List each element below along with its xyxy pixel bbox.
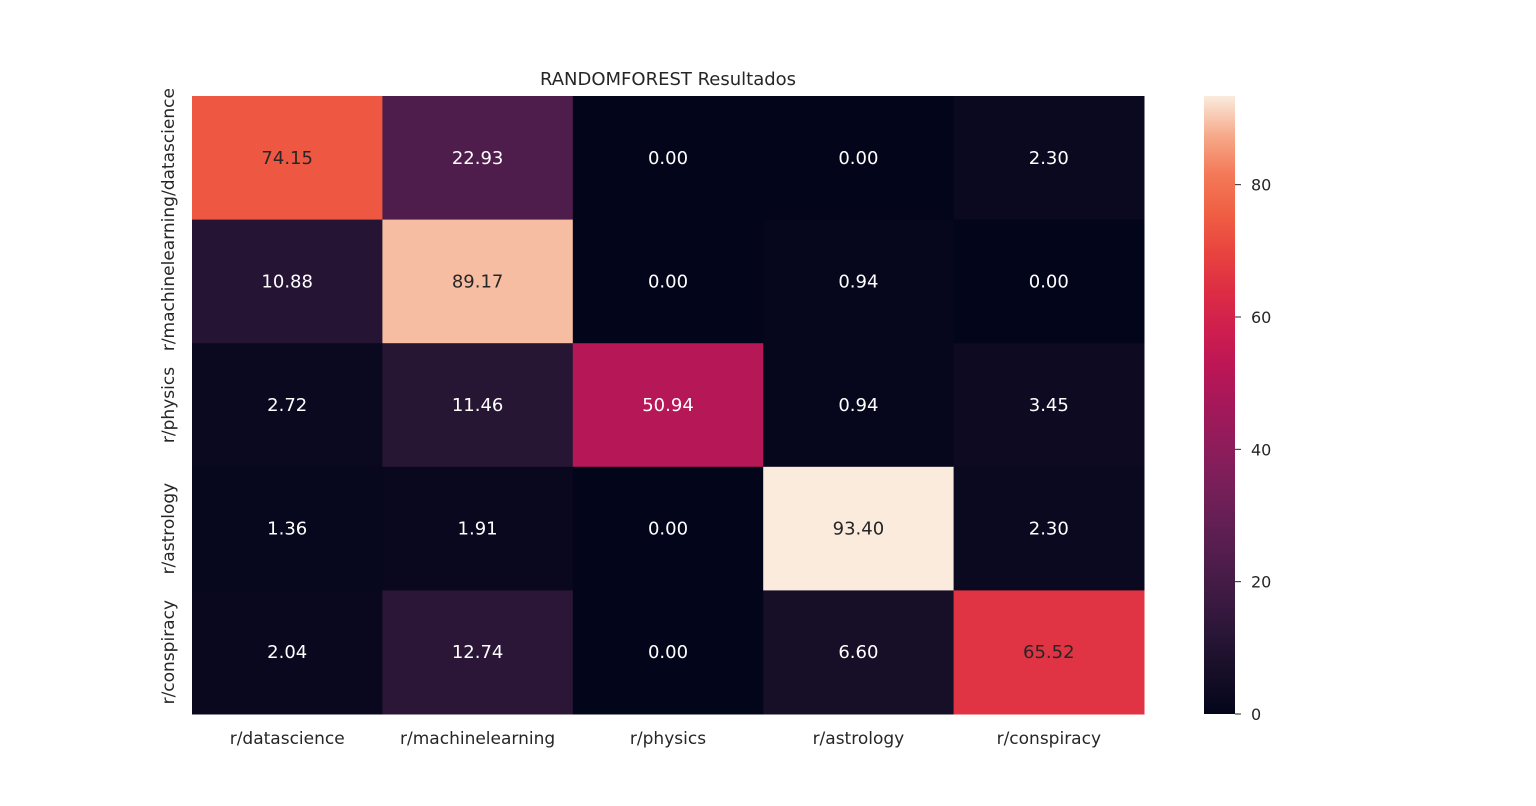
heatmap-cell-label-r0-c0: 74.15 <box>261 148 313 169</box>
heatmap-cells <box>192 96 1145 715</box>
x-axis-tick-labels: r/datascience r/machinelearning r/physics r… <box>230 729 1101 749</box>
heatmap-cell-r0-c0 <box>192 96 383 221</box>
heatmap-cell-r2-c1 <box>382 343 574 468</box>
heatmap-cell-r4-c0 <box>192 590 383 715</box>
heatmap-cell-r3-c0 <box>192 466 383 591</box>
heatmap-cell-label-r4-c3: 6.60 <box>838 642 878 663</box>
heatmap-cell-r2-c4 <box>953 343 1145 468</box>
heatmap-cell-label-r1-c1: 89.17 <box>452 271 504 292</box>
heatmap-cell-r2-c0 <box>192 343 383 468</box>
x-tick-label-2: r/physics <box>630 729 706 749</box>
colorbar-tick-label-4: 80 <box>1251 176 1271 195</box>
colorbar-tick-label-2: 40 <box>1251 440 1271 459</box>
y-tick-label-0: r/machinelearning/datascience <box>159 88 179 351</box>
heatmap-cell-r3-c2 <box>572 466 764 591</box>
colorbar-tick-label-1: 20 <box>1251 573 1271 592</box>
heatmap-cell-label-r2-c1: 11.46 <box>452 395 504 416</box>
heatmap-cell-label-r3-c2: 0.00 <box>648 519 688 540</box>
colorbar-tick-label-3: 60 <box>1251 308 1271 327</box>
heatmap-cell-r3-c1 <box>382 466 574 591</box>
heatmap-cell-label-r1-c3: 0.94 <box>838 271 878 292</box>
heatmap-cell-r1-c1 <box>382 219 574 344</box>
heatmap-cell-r4-c2 <box>572 590 764 715</box>
heatmap-cell-label-r2-c3: 0.94 <box>838 395 878 416</box>
chart-title: RANDOMFOREST Resultados <box>540 69 796 90</box>
x-tick-label-4: r/conspiracy <box>997 729 1101 749</box>
heatmap-cell-r1-c4 <box>953 219 1145 344</box>
heatmap-cell-label-r4-c1: 12.74 <box>452 642 504 663</box>
heatmap-cell-label-r0-c3: 0.00 <box>838 148 878 169</box>
heatmap-cell-r3-c3 <box>763 466 955 591</box>
y-tick-label-1: r/physics <box>159 367 179 443</box>
heatmap-cell-r2-c2 <box>572 343 764 468</box>
heatmap-cell-r4-c1 <box>382 590 574 715</box>
heatmap-cell-r3-c4 <box>953 466 1145 591</box>
heatmap-cell-label-r0-c4: 2.30 <box>1029 148 1069 169</box>
heatmap-cell-label-r4-c2: 0.00 <box>648 642 688 663</box>
heatmap-cell-r4-c3 <box>763 590 955 715</box>
y-tick-label-3: r/conspiracy <box>159 600 179 704</box>
heatmap-cell-label-r3-c1: 1.91 <box>458 519 498 540</box>
colorbar-gradient <box>1204 96 1235 714</box>
x-tick-label-1: r/machinelearning <box>400 729 555 749</box>
y-tick-label-2: r/astrology <box>159 483 179 575</box>
x-tick-label-3: r/astrology <box>813 729 905 749</box>
heatmap-cell-r0-c3 <box>763 96 955 221</box>
heatmap-cell-r1-c3 <box>763 219 955 344</box>
heatmap-cell-label-r1-c2: 0.00 <box>648 271 688 292</box>
heatmap-cell-r0-c2 <box>572 96 764 221</box>
heatmap-cell-label-r3-c4: 2.30 <box>1029 519 1069 540</box>
heatmap-cell-r0-c4 <box>953 96 1145 221</box>
heatmap-cell-r4-c4 <box>953 590 1145 715</box>
x-tick-label-0: r/datascience <box>230 729 345 749</box>
heatmap-cell-labels: 74.15 22.93 0.00 0.00 2.30 10.88 89.17 0.00 0.94… <box>261 148 1074 663</box>
heatmap-cell-label-r4-c4: 65.52 <box>1023 642 1075 663</box>
heatmap-cell-label-r1-c4: 0.00 <box>1029 271 1069 292</box>
heatmap-cell-label-r2-c0: 2.72 <box>267 395 307 416</box>
heatmap-cell-label-r0-c2: 0.00 <box>648 148 688 169</box>
heatmap-cell-label-r2-c4: 3.45 <box>1029 395 1069 416</box>
heatmap-cell-label-r2-c2: 50.94 <box>642 395 694 416</box>
heatmap-cell-label-r4-c0: 2.04 <box>267 642 307 663</box>
heatmap-cell-label-r3-c0: 1.36 <box>267 519 307 540</box>
colorbar-ticks: 0 20 40 60 80 <box>1235 176 1271 724</box>
heatmap-cell-label-r1-c0: 10.88 <box>261 271 313 292</box>
heatmap-cell-r0-c1 <box>382 96 574 221</box>
heatmap-cell-label-r3-c3: 93.40 <box>833 519 885 540</box>
heatmap-cell-r2-c3 <box>763 343 955 468</box>
y-axis-tick-labels: r/machinelearning/datascience r/physics r/… <box>159 88 179 704</box>
colorbar <box>1204 96 1235 714</box>
heatmap-cell-label-r0-c1: 22.93 <box>452 148 504 169</box>
heatmap-cell-r1-c0 <box>192 219 383 344</box>
heatmap-cell-r1-c2 <box>572 219 764 344</box>
colorbar-tick-label-0: 0 <box>1251 705 1261 724</box>
